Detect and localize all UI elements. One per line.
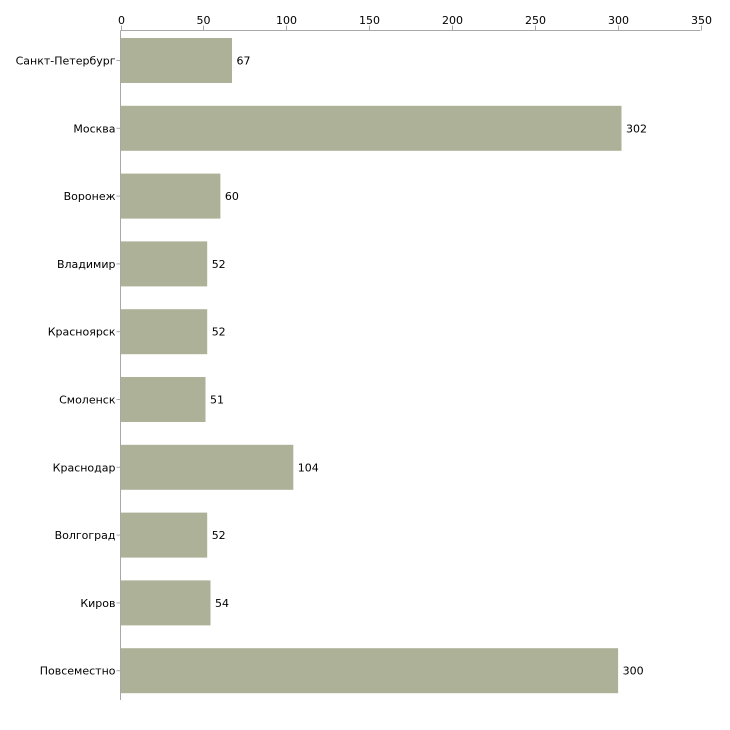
category-label: Краснодар — [53, 461, 116, 474]
category-label: Смоленск — [59, 394, 116, 407]
axes-group — [116, 30, 701, 700]
x-tick-label: 50 — [197, 14, 211, 27]
bar — [121, 38, 232, 83]
bar — [121, 309, 208, 355]
category-label: Воронеж — [64, 190, 116, 203]
value-label: 52 — [212, 258, 226, 271]
category-label: Санкт-Петербург — [16, 55, 116, 68]
value-label: 54 — [215, 597, 229, 610]
x-tick-label: 100 — [276, 14, 297, 27]
value-label: 67 — [237, 55, 251, 68]
value-label: 51 — [210, 394, 224, 407]
bar — [121, 444, 294, 490]
category-label: Волгоград — [55, 529, 116, 542]
category-label: Красноярск — [48, 326, 116, 339]
value-label: 302 — [626, 122, 647, 135]
value-label: 60 — [225, 190, 239, 203]
x-tick-label: 150 — [359, 14, 380, 27]
x-tick-label: 200 — [442, 14, 463, 27]
category-label: Москва — [73, 122, 115, 135]
x-tick-label: 0 — [118, 14, 125, 27]
bar — [121, 648, 619, 694]
bar — [121, 377, 206, 422]
category-labels-group: Санкт-Петербург Москва Воронеж Владимир Крас… — [16, 55, 116, 678]
bar — [121, 173, 221, 219]
value-label: 300 — [623, 665, 644, 678]
value-label: 104 — [298, 461, 319, 474]
x-tick-label: 250 — [525, 14, 546, 27]
value-label: 52 — [212, 529, 226, 542]
category-label: Повсеместно — [40, 665, 116, 678]
value-label: 52 — [212, 326, 226, 339]
category-label: Владимир — [57, 258, 116, 271]
bar — [121, 580, 211, 626]
bar — [121, 241, 208, 287]
value-labels-group: 67 302 60 52 52 51 104 52 54 300 — [210, 55, 647, 678]
x-tick-label: 300 — [608, 14, 629, 27]
bars-group — [121, 38, 622, 694]
category-label: Киров — [80, 597, 115, 610]
x-tick-label: 350 — [691, 14, 712, 27]
bar — [121, 105, 622, 151]
x-axis-ticks-group: 0 50 100 150 200 250 300 350 — [118, 14, 712, 31]
bar — [121, 512, 208, 558]
